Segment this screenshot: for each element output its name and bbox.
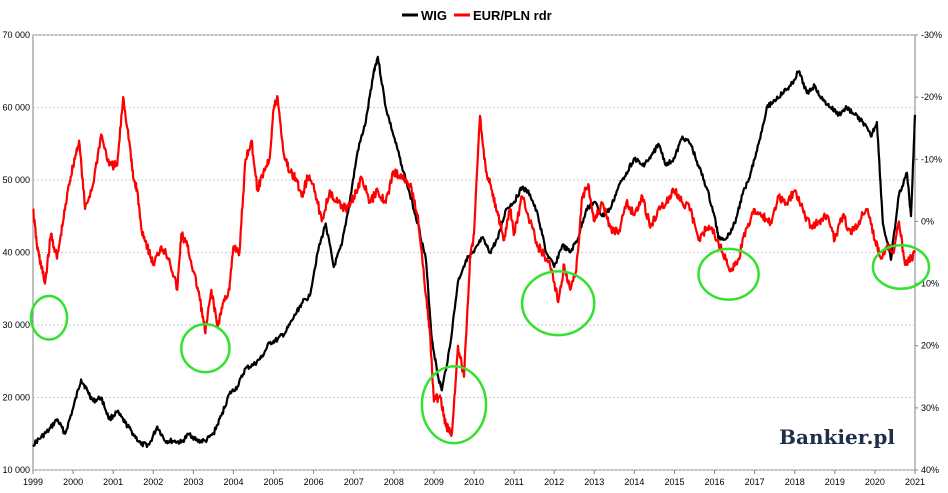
series-lines xyxy=(32,55,917,449)
x-tick-label: 2019 xyxy=(825,477,845,487)
left-tick-label: 50 000 xyxy=(2,175,30,185)
left-tick-label: 20 000 xyxy=(2,393,30,403)
right-tick-label: 20% xyxy=(921,341,939,351)
right-tick-label: 0% xyxy=(921,216,934,226)
right-tick-label: -10% xyxy=(921,154,942,164)
x-tick-label: 2007 xyxy=(344,477,364,487)
x-tick-label: 2005 xyxy=(264,477,284,487)
x-tick-label: 2009 xyxy=(424,477,444,487)
eurpln-line xyxy=(32,95,917,438)
x-tick-label: 2017 xyxy=(745,477,765,487)
x-tick-label: 2012 xyxy=(544,477,564,487)
x-tick-label: 2018 xyxy=(785,477,805,487)
x-tick-label: 2008 xyxy=(384,477,404,487)
x-tick-label: 2011 xyxy=(504,477,523,487)
x-tick-label: 2021 xyxy=(905,477,925,487)
right-tick-label: 30% xyxy=(921,403,939,413)
right-axis-ticks: -30% -20% -10% 0% 10% 20% 30% 40% xyxy=(915,30,942,475)
highlight-circle xyxy=(420,365,488,445)
x-tick-label: 2006 xyxy=(304,477,324,487)
legend: WIG EUR/PLN rdr xyxy=(402,8,552,23)
left-tick-label: 70 000 xyxy=(2,30,30,40)
left-axis-ticks: 10 000 20 000 30 000 40 000 50 000 60 000 70 0… xyxy=(2,30,30,475)
x-tick-label: 2002 xyxy=(143,477,163,487)
x-axis-ticks: 1999 2000 2001 2002 2003 2004 2005 2006 2007 2008… xyxy=(23,470,925,487)
legend-label: EUR/PLN rdr xyxy=(473,8,552,23)
legend-label: WIG xyxy=(421,8,447,23)
watermark-logo: Bankier.pl xyxy=(779,425,895,449)
right-tick-label: -20% xyxy=(921,92,942,102)
annotation-circles xyxy=(29,244,931,445)
x-tick-label: 2010 xyxy=(464,477,484,487)
x-tick-label: 2016 xyxy=(705,477,725,487)
highlight-circle xyxy=(520,270,596,337)
x-tick-label: 2015 xyxy=(664,477,684,487)
left-tick-label: 30 000 xyxy=(2,320,30,330)
left-tick-label: 10 000 xyxy=(2,465,30,475)
highlight-circle xyxy=(29,294,69,341)
x-tick-label: 2001 xyxy=(103,477,123,487)
right-tick-label: -30% xyxy=(921,30,942,40)
right-tick-label: 40% xyxy=(921,465,939,475)
highlight-circle xyxy=(180,323,231,374)
left-tick-label: 40 000 xyxy=(2,248,30,258)
right-tick-label: 10% xyxy=(921,279,939,289)
x-tick-label: 2020 xyxy=(865,477,885,487)
x-tick-label: 2004 xyxy=(223,477,243,487)
highlight-circle xyxy=(697,247,760,301)
x-tick-label: 2000 xyxy=(63,477,83,487)
x-tick-label: 2013 xyxy=(584,477,604,487)
wig-line xyxy=(32,55,917,449)
left-tick-label: 60 000 xyxy=(2,103,30,113)
x-tick-label: 2014 xyxy=(624,477,644,487)
x-tick-label: 2003 xyxy=(183,477,203,487)
highlight-circle xyxy=(871,244,931,290)
x-tick-label: 1999 xyxy=(23,477,43,487)
